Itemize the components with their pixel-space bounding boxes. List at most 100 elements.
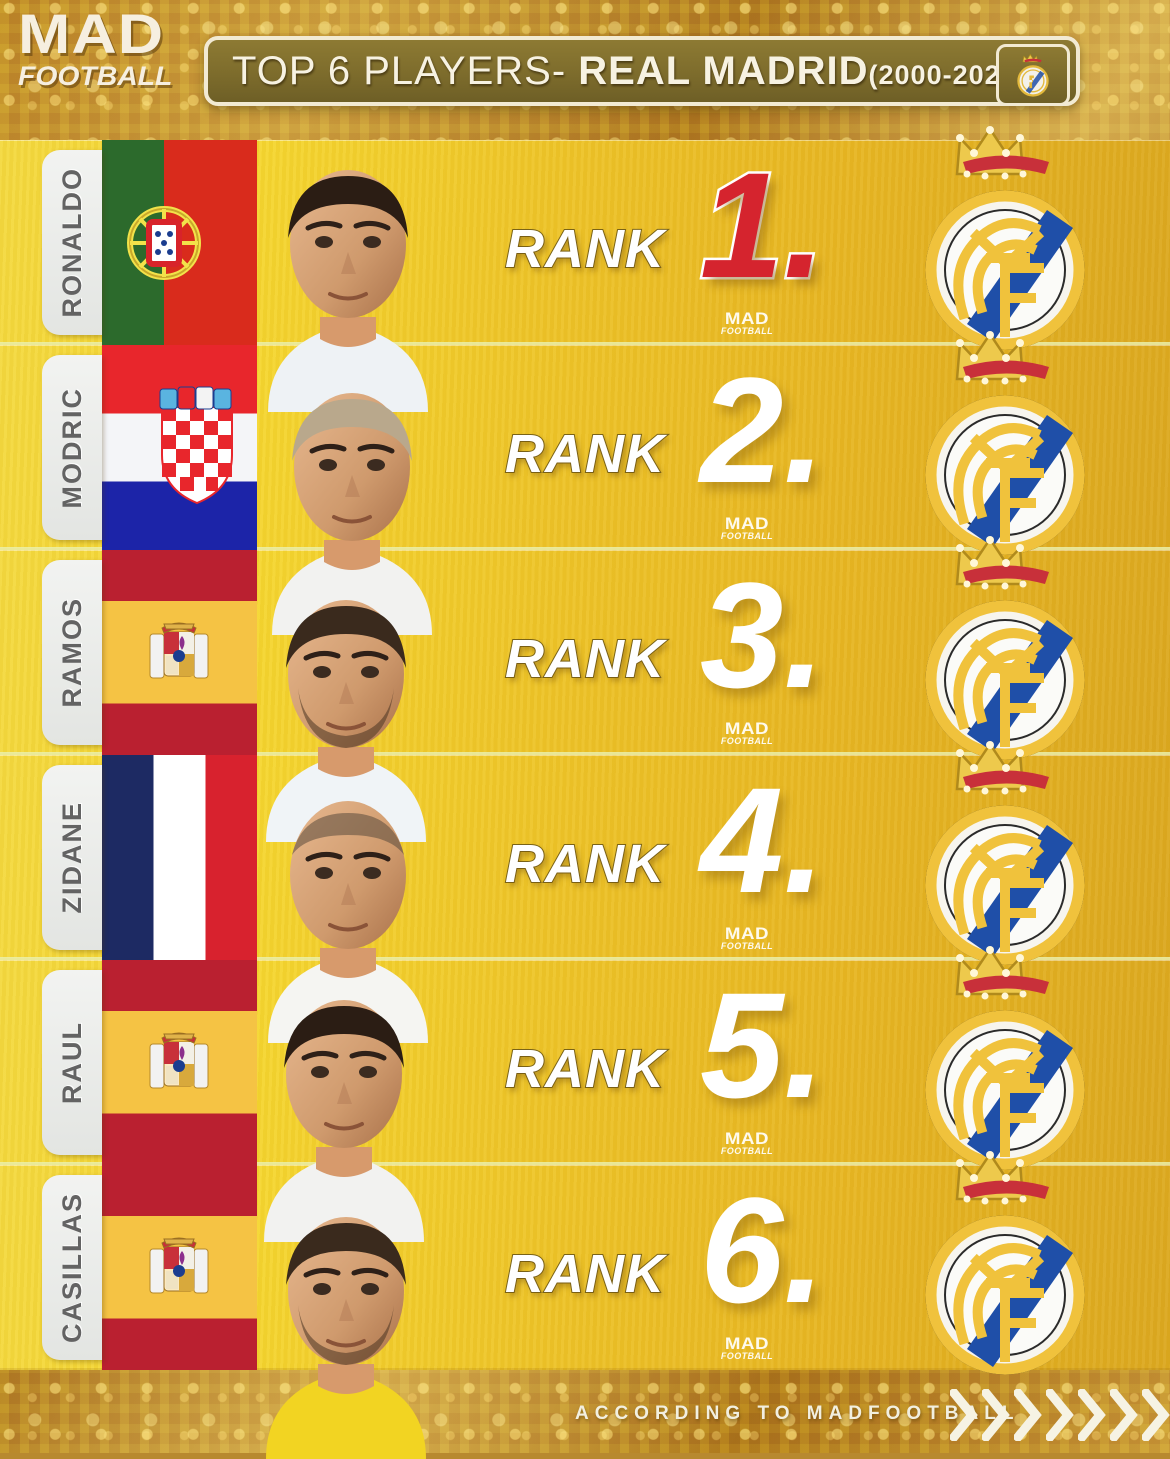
rank-label: RANK [504,628,665,690]
row-divider [0,547,1170,550]
real-madrid-crest-icon [925,126,1085,350]
ranking-row[interactable]: RAUL RANK 5. MAD FOOTBALL [0,946,1170,1242]
brand-logo-football: FOOTBALL [18,60,173,91]
real-madrid-crest-icon [925,536,1085,760]
player-name-tab[interactable]: ZIDANE [42,765,102,950]
ranking-row[interactable]: RONALDO RANK 1. MAD FOOTBALL [0,126,1170,412]
club-crest [905,323,1105,573]
rank-label: RANK [504,1038,665,1100]
rank-label: RANK [504,833,665,895]
ranking-row[interactable]: CASILLAS RANK 6. MAD FOOTBALL [0,1151,1170,1459]
watermark-football: FOOTBALL [720,1351,774,1361]
chevron-group [947,1386,1170,1446]
footer: ACCORDING TO MADFOOTBALL [0,1377,1170,1453]
title-club: REAL MADRID [578,48,869,93]
chevron-right-icon [1043,1386,1076,1446]
watermark-mad: MAD [724,924,770,943]
row-flag [102,755,257,960]
rank-watermark: MAD FOOTBALL [702,720,792,746]
title-main: TOP 6 PLAYERS [232,48,552,93]
player-name-tab[interactable]: RAUL [42,970,102,1155]
flag-france-icon [102,755,257,960]
club-crest [905,118,1105,368]
watermark-football: FOOTBALL [720,531,774,541]
club-crest [905,733,1105,983]
title-separator: - [551,48,579,93]
real-madrid-crest-icon [925,741,1085,965]
flag-spain-icon [102,550,257,755]
chevron-right-icon [1107,1386,1140,1446]
player-photo-modric [272,393,432,635]
player-name: RAUL [56,1021,87,1104]
player-name-tab[interactable]: MODRIC [42,355,102,540]
chevron-right-icon [947,1386,980,1446]
watermark-mad: MAD [724,1129,770,1148]
chevron-right-icon [1075,1386,1108,1446]
player-name-tab[interactable]: CASILLAS [42,1175,102,1360]
row-flag [102,345,257,550]
rank-label: RANK [504,218,665,280]
player-portrait [206,1159,486,1459]
player-photo-ronaldo [268,170,428,412]
player-portrait [208,112,488,412]
rank-number: 6. [700,1166,826,1334]
flag-portugal-icon [102,140,257,345]
rank-number: 3. [700,551,826,719]
ranking-list: RONALDO RANK 1. MAD FOOTBALL [0,126,1170,1459]
player-name-tab[interactable]: RONALDO [42,150,102,335]
brand-logo: MAD FOOTBALL [18,6,178,90]
rank-label: RANK [504,423,665,485]
rank-number: 5. [700,961,826,1129]
row-divider [0,752,1170,755]
rank-watermark: MAD FOOTBALL [702,925,792,951]
footer-credit: ACCORDING TO MADFOOTBALL [575,1403,1020,1424]
club-crest [905,938,1105,1188]
real-madrid-crest-icon [925,1151,1085,1375]
watermark-football: FOOTBALL [720,326,774,336]
player-portrait [208,743,488,1043]
real-madrid-crest-icon [1017,53,1049,97]
rank-watermark: MAD FOOTBALL [702,1130,792,1156]
watermark-football: FOOTBALL [720,1146,774,1156]
row-divider [0,957,1170,960]
watermark-mad: MAD [724,514,770,533]
chevron-right-icon [1139,1386,1170,1446]
row-flag [102,1165,257,1370]
row-divider [0,342,1170,345]
flag-spain-icon [102,960,257,1165]
chevron-right-icon [979,1386,1012,1446]
row-flag [102,140,257,345]
player-name: MODRIC [56,386,87,509]
ranking-row[interactable]: RAMOS RANK 3. MAD FOOTBALL [0,536,1170,842]
player-photo-casillas [266,1217,426,1459]
rank-number: 4. [700,756,826,924]
rank-watermark: MAD FOOTBALL [702,1335,792,1361]
rank-number: 1. [697,141,827,309]
player-name-tab[interactable]: RAMOS [42,560,102,745]
header-crest-badge [996,44,1070,106]
player-name: CASILLAS [56,1192,87,1343]
watermark-mad: MAD [724,309,770,328]
club-crest [905,528,1105,778]
real-madrid-crest-icon [925,331,1085,555]
player-photo-raul [264,1000,424,1242]
row-flag [102,960,257,1165]
player-portrait [212,335,492,635]
player-name: RAMOS [56,597,87,708]
player-photo-zidane [268,801,428,1043]
rank-watermark: MAD FOOTBALL [702,515,792,541]
real-madrid-crest-icon [925,946,1085,1170]
row-flag [102,550,257,755]
player-name: RONALDO [56,167,87,318]
rank-number: 2. [700,346,826,514]
watermark-mad: MAD [724,1334,770,1353]
ranking-row[interactable]: MODRIC RANK 2. MAD FOOTBALL [0,331,1170,635]
brand-logo-mad: MAD [18,2,165,65]
title-banner: TOP 6 PLAYERS- REAL MADRID(2000-2025) [204,36,1080,106]
row-divider [0,1162,1170,1165]
rank-watermark: MAD FOOTBALL [702,310,792,336]
flag-spain-icon [102,1165,257,1370]
player-name: ZIDANE [56,801,87,914]
page-title: TOP 6 PLAYERS- REAL MADRID(2000-2025) [232,49,1027,94]
ranking-row[interactable]: ZIDANE RANK 4. MAD FOOTBALL [0,741,1170,1043]
